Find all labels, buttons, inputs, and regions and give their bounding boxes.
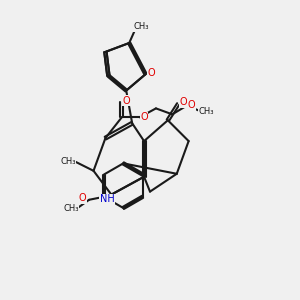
Text: NH: NH (100, 194, 114, 204)
Text: O: O (79, 193, 86, 203)
Text: O: O (122, 96, 130, 106)
Text: CH₃: CH₃ (64, 204, 79, 213)
Text: CH₃: CH₃ (199, 107, 214, 116)
Text: O: O (180, 98, 188, 107)
Text: CH₃: CH₃ (61, 158, 76, 166)
Text: O: O (140, 112, 148, 122)
Text: O: O (147, 68, 155, 78)
Text: O: O (188, 100, 195, 110)
Text: CH₃: CH₃ (133, 22, 149, 31)
